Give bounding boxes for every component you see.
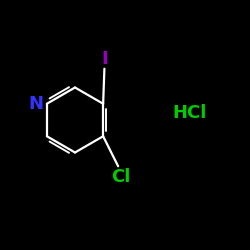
Text: I: I [101,50,108,68]
Text: N: N [28,95,43,113]
Text: Cl: Cl [111,168,130,186]
Text: HCl: HCl [173,104,207,122]
